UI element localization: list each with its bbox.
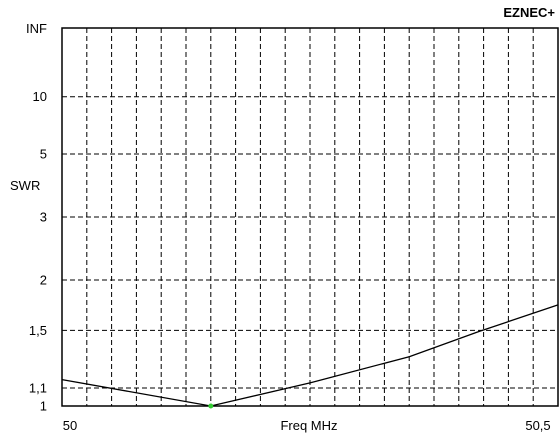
x-tick-label-end: 50,5 bbox=[525, 418, 550, 433]
y-tick-label: 10 bbox=[33, 89, 47, 104]
x-axis-label: Freq MHz bbox=[280, 418, 337, 433]
vertical-gridlines bbox=[86, 28, 534, 406]
y-axis-label: SWR bbox=[10, 178, 40, 193]
app-brand: EZNEC+ bbox=[503, 5, 555, 20]
y-tick-label: 3 bbox=[40, 210, 47, 225]
x-tick-label-start: 50 bbox=[63, 418, 77, 433]
plot-frame bbox=[61, 27, 559, 407]
y-tick-label: 1 bbox=[40, 399, 47, 414]
horizontal-gridlines bbox=[62, 96, 558, 389]
y-top-label: INF bbox=[26, 21, 47, 36]
y-tick-label: 1,1 bbox=[29, 381, 47, 396]
minimum-swr-marker bbox=[208, 403, 214, 409]
y-tick-label: 5 bbox=[40, 147, 47, 162]
y-tick-label: 2 bbox=[40, 273, 47, 288]
swr-curve bbox=[61, 304, 559, 407]
y-tick-labels: 1 1,1 1,5 2 3 5 10 bbox=[29, 89, 47, 413]
y-tick-label: 1,5 bbox=[29, 323, 47, 338]
